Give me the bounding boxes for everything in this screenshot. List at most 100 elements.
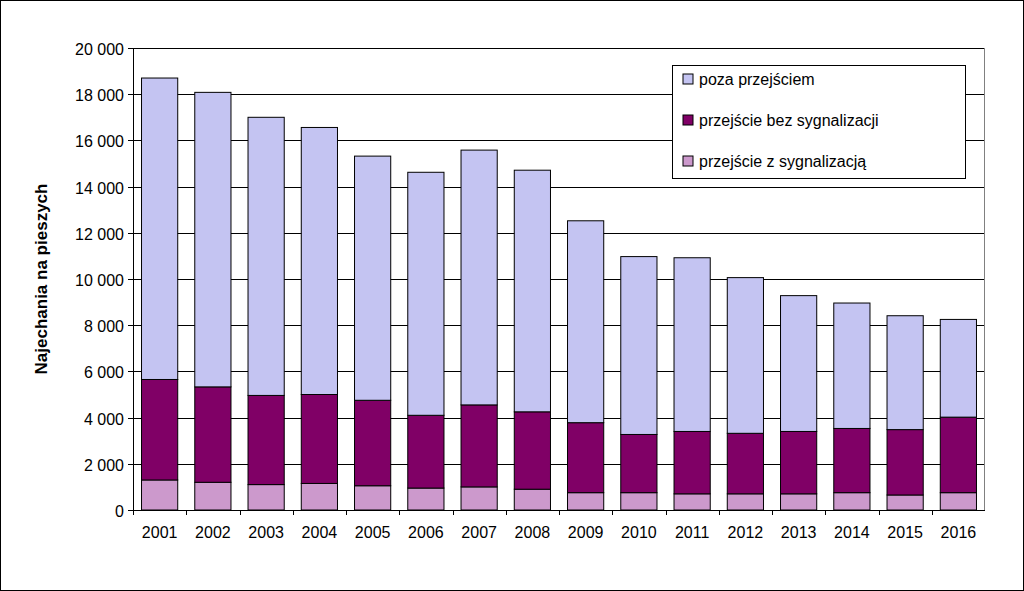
y-tick	[128, 464, 133, 465]
bar	[940, 319, 976, 417]
y-tick	[128, 233, 133, 234]
legend-label: poza przejściem	[699, 71, 815, 88]
y-tick	[128, 187, 133, 188]
bar	[781, 431, 817, 493]
bar	[355, 156, 391, 400]
y-tick	[128, 140, 133, 141]
bar	[887, 430, 923, 495]
bar	[301, 395, 337, 484]
x-tick-label: 2015	[887, 524, 923, 541]
bar	[727, 494, 763, 510]
bar	[727, 433, 763, 494]
bar	[568, 493, 604, 510]
bar	[195, 387, 231, 482]
frame	[1, 1, 1024, 591]
bar	[621, 493, 657, 510]
bar	[887, 316, 923, 430]
plot-area	[133, 48, 985, 510]
x-tick	[186, 510, 187, 515]
bar	[248, 485, 284, 510]
x-tick-label: 2007	[461, 524, 497, 541]
x-tick-label: 2011	[675, 524, 710, 541]
bar	[568, 221, 604, 423]
x-tick-label: 2005	[355, 524, 391, 541]
x-tick	[506, 510, 507, 515]
bar	[674, 258, 710, 432]
x-tick	[719, 510, 720, 515]
y-tick-label: 4 000	[84, 411, 124, 428]
y-tick-label: 12 000	[75, 226, 124, 243]
x-tick	[666, 510, 667, 515]
x-tick-label: 2006	[408, 524, 444, 541]
bar	[674, 431, 710, 493]
x-tick-label: 2014	[834, 524, 870, 541]
bar	[621, 434, 657, 492]
x-tick-label: 2009	[568, 524, 604, 541]
x-tick	[293, 510, 294, 515]
x-tick	[932, 510, 933, 515]
y-tick-label: 18 000	[75, 87, 124, 104]
y-tick	[128, 418, 133, 419]
y-tick	[128, 325, 133, 326]
y-tick-label: 6 000	[84, 364, 124, 381]
bar	[408, 488, 444, 510]
bar	[834, 428, 870, 492]
x-tick	[133, 510, 134, 515]
bar	[940, 417, 976, 493]
x-tick	[346, 510, 347, 515]
bar	[195, 482, 231, 510]
bar	[408, 415, 444, 488]
y-tick	[128, 94, 133, 95]
plot-border	[984, 48, 985, 510]
x-tick-label: 2016	[941, 524, 977, 541]
x-tick	[559, 510, 560, 515]
legend-label: przejście bez sygnalizacji	[699, 112, 879, 129]
bar	[887, 495, 923, 510]
x-tick-label: 2001	[142, 524, 178, 541]
bar	[408, 172, 444, 415]
y-tick	[128, 279, 133, 280]
bar	[514, 412, 550, 489]
bar	[781, 296, 817, 432]
x-tick	[772, 510, 773, 515]
legend-swatch	[683, 74, 693, 84]
y-tick-label: 2 000	[84, 457, 124, 474]
bar	[142, 379, 178, 479]
y-tick	[128, 48, 133, 49]
y-tick-label: 0	[115, 503, 124, 520]
legend-box	[673, 66, 966, 179]
x-tick-label: 2012	[728, 524, 764, 541]
bar	[301, 483, 337, 510]
bar	[248, 395, 284, 484]
y-tick-label: 20 000	[75, 41, 124, 58]
bar	[142, 78, 178, 379]
y-tick	[128, 510, 133, 511]
x-tick	[399, 510, 400, 515]
legend-swatch	[683, 115, 693, 125]
bar	[355, 400, 391, 485]
bar	[514, 170, 550, 412]
bar	[514, 489, 550, 510]
grid-line	[133, 48, 985, 49]
bar	[195, 92, 231, 387]
bar	[834, 303, 870, 428]
x-tick	[825, 510, 826, 515]
bar	[940, 493, 976, 510]
bar	[674, 494, 710, 510]
bar	[142, 480, 178, 510]
x-tick	[453, 510, 454, 515]
bar	[461, 487, 497, 510]
y-tick	[128, 371, 133, 372]
y-tick-label: 14 000	[75, 180, 124, 197]
bar	[301, 127, 337, 394]
legend-label: przejście z sygnalizacją	[699, 153, 866, 170]
y-tick-label: 8 000	[84, 318, 124, 335]
bar	[568, 423, 604, 493]
bar	[727, 278, 763, 434]
legend-swatch	[683, 156, 693, 166]
x-tick-label: 2002	[195, 524, 231, 541]
bar	[248, 117, 284, 395]
y-axis-label: Najechania na pieszych	[32, 184, 51, 375]
y-tick-label: 16 000	[75, 133, 124, 150]
bar	[781, 494, 817, 510]
